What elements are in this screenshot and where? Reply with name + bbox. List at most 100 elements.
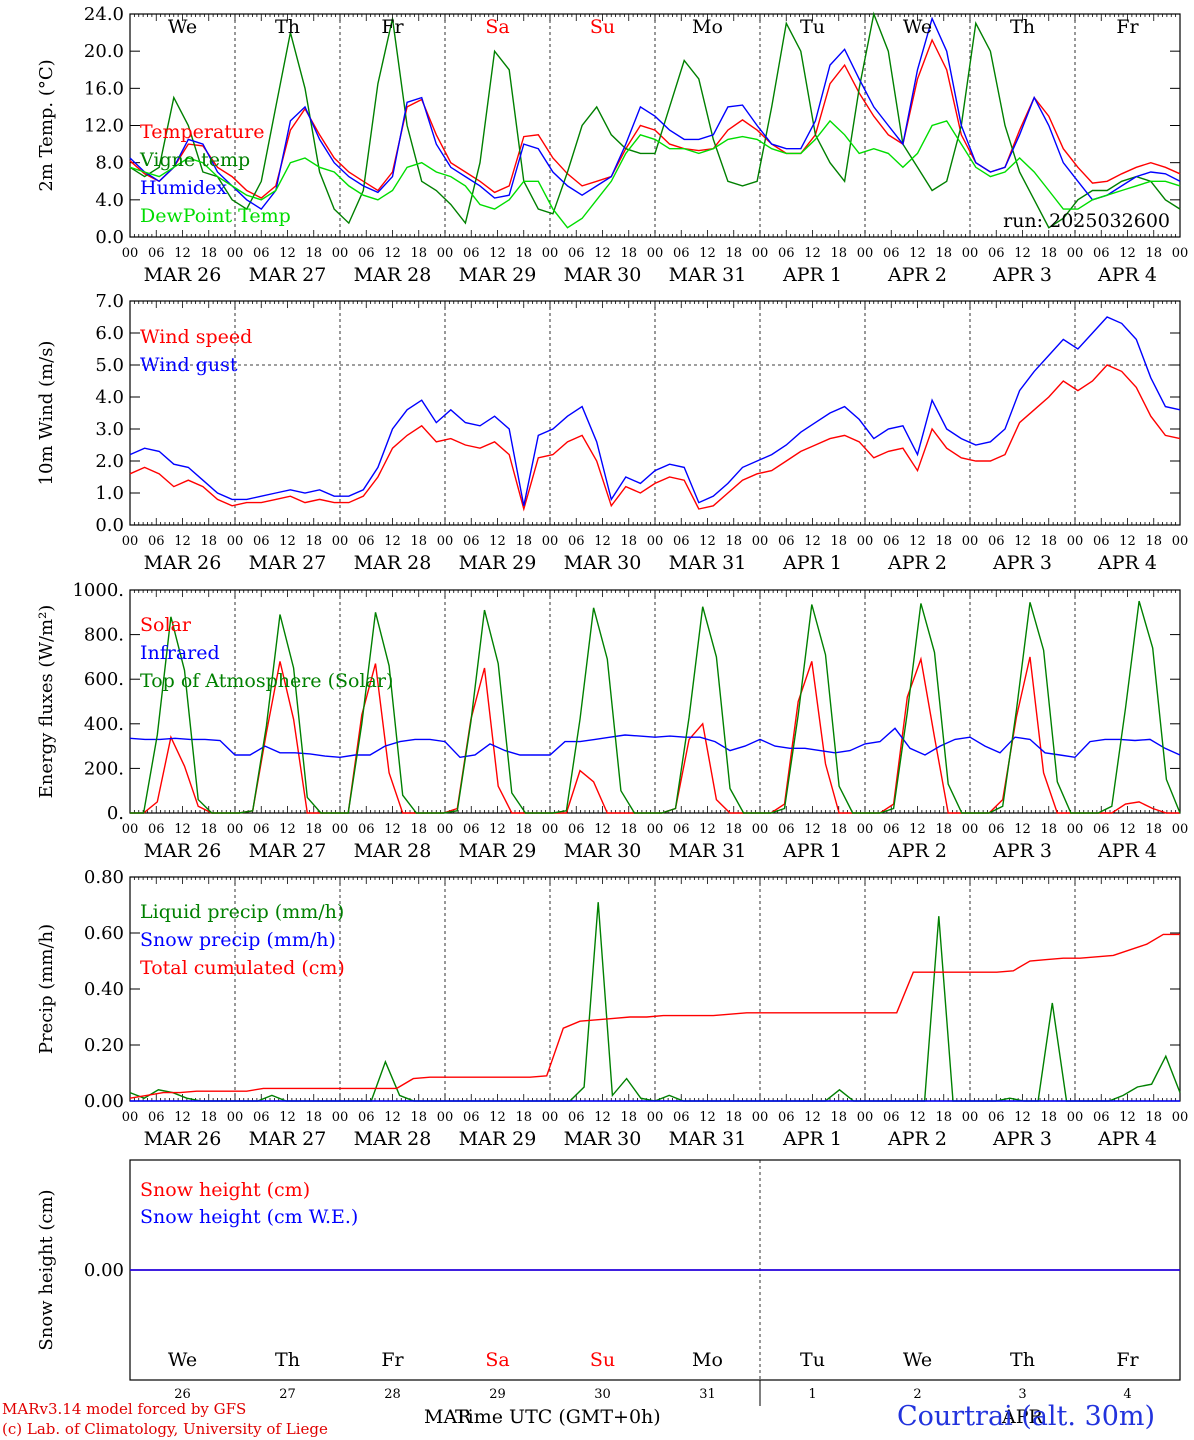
x-hour-label: 00 bbox=[227, 534, 244, 549]
x-hour-label: 18 bbox=[200, 534, 217, 549]
x-hour-label: 18 bbox=[1145, 1110, 1162, 1125]
x-hour-label: 06 bbox=[1093, 822, 1110, 837]
y-axis-label: 10m Wind (m/s) bbox=[36, 341, 57, 486]
x-hour-label: 18 bbox=[725, 534, 742, 549]
lab-credit: (c) Lab. of Climatology, University of L… bbox=[2, 1420, 328, 1438]
x-hour-label: 18 bbox=[305, 534, 322, 549]
x-hour-label: 18 bbox=[830, 534, 847, 549]
legend-entry: Snow precip (mm/h) bbox=[140, 929, 336, 951]
x-date-label: APR 3 bbox=[992, 1128, 1052, 1150]
x-hour-label: 12 bbox=[384, 246, 401, 261]
x-date-label: MAR 28 bbox=[354, 264, 432, 286]
x-hour-label: 12 bbox=[1014, 534, 1031, 549]
x-hour-label: 12 bbox=[1014, 822, 1031, 837]
x-hour-label: 00 bbox=[647, 534, 664, 549]
x-date-label: MAR 28 bbox=[354, 1128, 432, 1150]
y-tick-label: 0.0 bbox=[95, 227, 124, 248]
day-number-label: 28 bbox=[384, 1387, 401, 1402]
y-tick-label: 0.00 bbox=[84, 1091, 124, 1112]
y-tick-label: 0.80 bbox=[84, 867, 124, 888]
x-date-label: APR 2 bbox=[887, 264, 947, 286]
x-hour-label: 18 bbox=[200, 246, 217, 261]
x-hour-label: 00 bbox=[752, 246, 769, 261]
x-hour-label: 12 bbox=[909, 822, 926, 837]
x-hour-label: 06 bbox=[778, 1110, 795, 1125]
x-hour-label: 12 bbox=[384, 534, 401, 549]
x-hour-label: 06 bbox=[253, 1110, 270, 1125]
x-date-label: MAR 26 bbox=[144, 840, 222, 862]
x-hour-label: 12 bbox=[699, 534, 716, 549]
y-tick-label: 800. bbox=[84, 625, 124, 646]
x-hour-label: 12 bbox=[174, 822, 191, 837]
x-date-label: APR 3 bbox=[992, 840, 1052, 862]
x-hour-label: 18 bbox=[1040, 534, 1057, 549]
x-hour-label: 06 bbox=[883, 822, 900, 837]
day-number-label: 31 bbox=[699, 1387, 716, 1402]
y-tick-label: 4.0 bbox=[95, 387, 124, 408]
day-number-label: 1 bbox=[808, 1387, 816, 1402]
series-line bbox=[129, 119, 1181, 229]
x-hour-label: 18 bbox=[410, 1110, 427, 1125]
x-hour-label: 06 bbox=[883, 1110, 900, 1125]
legend-entry: Wind gust bbox=[140, 354, 238, 376]
panel-temp: 0.0 4.0 8.0 12.0 16.0 20.0 24.0 2m Temp. (°C) 00… bbox=[36, 4, 1188, 286]
x-hour-label: 18 bbox=[305, 822, 322, 837]
x-hour-label: 00 bbox=[542, 1110, 559, 1125]
x-hour-label: 06 bbox=[463, 822, 480, 837]
series-line bbox=[129, 364, 1181, 512]
x-hour-label: 06 bbox=[673, 1110, 690, 1125]
y-tick-label: 6.0 bbox=[95, 323, 124, 344]
x-hour-label: 00 bbox=[1067, 246, 1084, 261]
x-date-label: MAR 29 bbox=[459, 552, 537, 574]
x-hour-label: 18 bbox=[620, 822, 637, 837]
x-hour-label: 12 bbox=[594, 1110, 611, 1125]
x-hour-label: 06 bbox=[988, 822, 1005, 837]
x-hour-label: 12 bbox=[1119, 822, 1136, 837]
x-hour-label: 18 bbox=[620, 246, 637, 261]
x-hour-label: 00 bbox=[122, 1110, 139, 1125]
x-date-label: APR 1 bbox=[782, 264, 842, 286]
y-tick-label: 400. bbox=[84, 714, 124, 735]
station-label: Courtrai (alt. 30m) bbox=[897, 1401, 1156, 1432]
x-hour-label: 06 bbox=[1093, 246, 1110, 261]
x-hour-label: 00 bbox=[332, 534, 349, 549]
legend-entry: Vigne temp bbox=[139, 149, 250, 171]
day-number-label: 4 bbox=[1123, 1387, 1131, 1402]
x-hour-label: 06 bbox=[568, 1110, 585, 1125]
x-hour-label: 00 bbox=[962, 822, 979, 837]
x-date-label: MAR 31 bbox=[669, 840, 747, 862]
x-hour-label: 00 bbox=[542, 534, 559, 549]
day-number-label: 29 bbox=[489, 1387, 506, 1402]
legend-entry: Snow height (cm) bbox=[140, 1179, 310, 1201]
weekday-label: Th bbox=[1010, 16, 1035, 38]
x-hour-label: 18 bbox=[935, 534, 952, 549]
x-hour-label: 06 bbox=[253, 822, 270, 837]
x-hour-label: 12 bbox=[699, 246, 716, 261]
weekday-label: Fr bbox=[381, 1349, 404, 1371]
y-tick-label: 24.0 bbox=[84, 4, 124, 25]
x-hour-label: 06 bbox=[1093, 534, 1110, 549]
x-hour-label: 00 bbox=[962, 246, 979, 261]
x-hour-label: 00 bbox=[122, 822, 139, 837]
x-hour-label: 06 bbox=[988, 534, 1005, 549]
x-hour-label: 00 bbox=[542, 822, 559, 837]
legend-entry: Infrared bbox=[140, 642, 220, 664]
day-number-label: 30 bbox=[594, 1387, 611, 1402]
x-axis-title: Time UTC (GMT+0h) bbox=[455, 1406, 661, 1428]
x-month-mar: MAR bbox=[424, 1406, 472, 1428]
x-date-label: MAR 26 bbox=[144, 552, 222, 574]
weekday-label: Fr bbox=[1116, 16, 1139, 38]
series-line bbox=[129, 16, 1181, 211]
x-hour-label: 18 bbox=[935, 246, 952, 261]
legend-entry: Snow height (cm W.E.) bbox=[140, 1206, 358, 1228]
x-hour-label: 06 bbox=[778, 534, 795, 549]
run-label: run: 2025032600 bbox=[1003, 210, 1170, 232]
legend-entry: Wind speed bbox=[140, 326, 252, 348]
weekday-label: Tu bbox=[800, 16, 825, 38]
x-hour-label: 06 bbox=[568, 822, 585, 837]
x-hour-label: 06 bbox=[988, 1110, 1005, 1125]
weekday-label: We bbox=[903, 16, 932, 38]
x-hour-label: 18 bbox=[410, 246, 427, 261]
x-hour-label: 12 bbox=[594, 534, 611, 549]
x-hour-label: 12 bbox=[174, 1110, 191, 1125]
